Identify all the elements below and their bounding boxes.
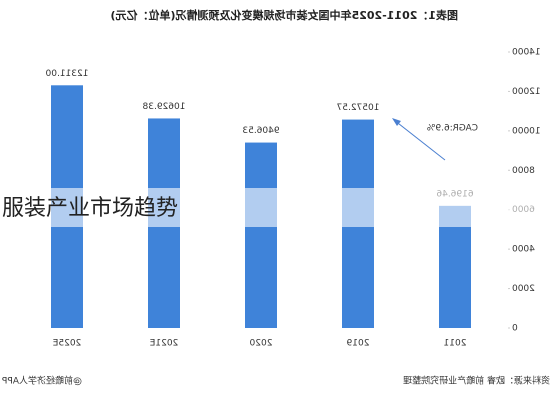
y-tick-label: 8000 [512,166,535,176]
y-tick-label: 0 [512,324,518,334]
y-tick-label: 2000 [512,284,535,294]
x-tick-label: 2019 [346,339,369,349]
bar [245,142,277,328]
x-tick-label: 2011 [444,339,467,349]
y-tick-label: 12000 [512,87,541,97]
value-label: 12311.00 [45,69,88,79]
annotation: CAGR:6.9% [426,124,478,134]
annotation-arrow [393,119,446,161]
overlay-text: 服装产业市场趋势 [2,196,178,221]
x-tick-label: 2021E [149,339,178,349]
watermark: @前瞻经济学人APP [1,375,82,387]
y-tick-label: 14000 [512,48,541,58]
highlight-band [0,188,558,227]
x-tick-label: 2020 [249,339,272,349]
y-tick-label: 10000 [512,126,541,136]
chart-title: 图表1：2011-2025年中国女装市场规模变化及预测情况(单位：亿元) [110,8,458,22]
x-tick-label: 2025E [52,339,81,349]
y-tick-label: 4000 [512,245,535,255]
arrow-head [392,118,401,126]
source: 资料来源：欧睿 前瞻产业研究院整理 [403,375,550,387]
value-label: 9406.53 [242,126,279,136]
value-label: 10572.57 [337,103,380,113]
value-label: 10629.38 [142,102,185,112]
